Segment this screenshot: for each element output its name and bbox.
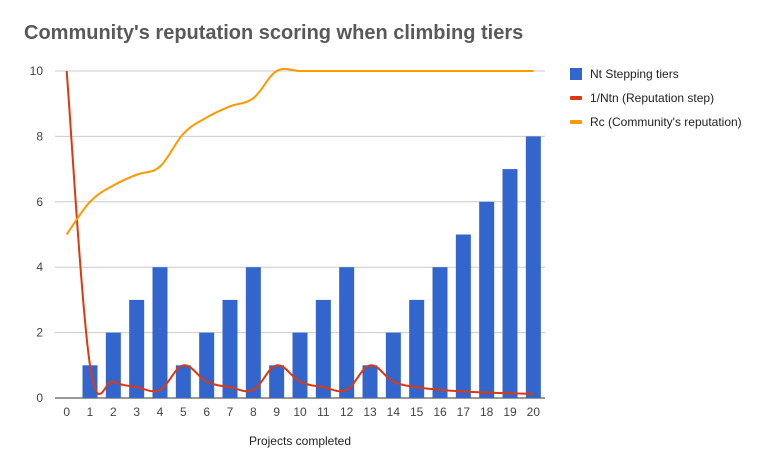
x-tick-label: 12: [340, 405, 354, 419]
bar: [152, 267, 168, 398]
x-tick-label: 0: [63, 405, 70, 419]
bar: [175, 365, 191, 398]
bar: [222, 299, 238, 398]
bar: [525, 136, 541, 398]
legend-item-series-3: Rc (Community's reputation): [570, 110, 742, 134]
bar: [315, 299, 331, 398]
legend-item-series-1: Nt Stepping tiers: [570, 62, 742, 86]
bar: [362, 365, 378, 398]
x-tick-label: 14: [387, 405, 401, 419]
series-line-2: [65, 67, 534, 236]
legend-label: Nt Stepping tiers: [590, 67, 679, 81]
y-tick-label: 10: [30, 64, 44, 78]
x-tick-label: 9: [273, 405, 280, 419]
y-tick-label: 2: [36, 326, 43, 340]
y-tick-label: 8: [36, 129, 43, 143]
bar: [455, 234, 471, 398]
x-tick-label: 13: [363, 405, 377, 419]
bar: [129, 299, 145, 398]
bar: [292, 332, 308, 398]
x-tick-label: 19: [503, 405, 517, 419]
x-tick-label: 8: [250, 405, 257, 419]
x-tick-label: 16: [433, 405, 447, 419]
legend-item-series-2: 1/Ntn (Reputation step): [570, 86, 742, 110]
bar: [409, 299, 425, 398]
x-tick-label: 11: [317, 405, 330, 419]
bar: [339, 267, 355, 398]
legend-label: 1/Ntn (Reputation step): [590, 91, 715, 105]
bar: [502, 169, 518, 398]
x-tick-label: 2: [110, 405, 117, 419]
legend-swatch-line: [570, 120, 582, 124]
legend-label: Rc (Community's reputation): [590, 115, 742, 129]
bar: [105, 332, 121, 398]
series-line-1: [65, 70, 534, 395]
x-tick-label: 4: [157, 405, 164, 419]
x-tick-label: 7: [227, 405, 234, 419]
y-tick-label: 4: [36, 260, 43, 274]
bar: [432, 267, 448, 398]
chart-title: Community's reputation scoring when clim…: [24, 22, 524, 44]
bar: [385, 332, 401, 398]
x-tick-label: 20: [527, 405, 541, 419]
y-tick-label: 6: [36, 195, 43, 209]
bar: [245, 267, 261, 398]
bar: [269, 365, 285, 398]
bar: [199, 332, 215, 398]
x-tick-label: 18: [480, 405, 494, 419]
x-tick-label: 6: [203, 405, 210, 419]
chart-legend: Nt Stepping tiers 1/Ntn (Reputation step…: [570, 62, 742, 134]
x-axis-label: Projects completed: [248, 434, 352, 448]
bar: [82, 365, 98, 398]
x-tick-label: 3: [133, 405, 140, 419]
x-tick-label: 15: [410, 405, 424, 419]
legend-swatch-bar: [570, 68, 582, 80]
x-tick-label: 5: [180, 405, 187, 419]
x-tick-label: 10: [293, 405, 307, 419]
legend-swatch-line: [570, 96, 582, 100]
y-tick-label: 0: [36, 391, 43, 405]
x-tick-label: 17: [457, 405, 471, 419]
bar: [479, 201, 495, 398]
x-tick-label: 1: [87, 405, 94, 419]
